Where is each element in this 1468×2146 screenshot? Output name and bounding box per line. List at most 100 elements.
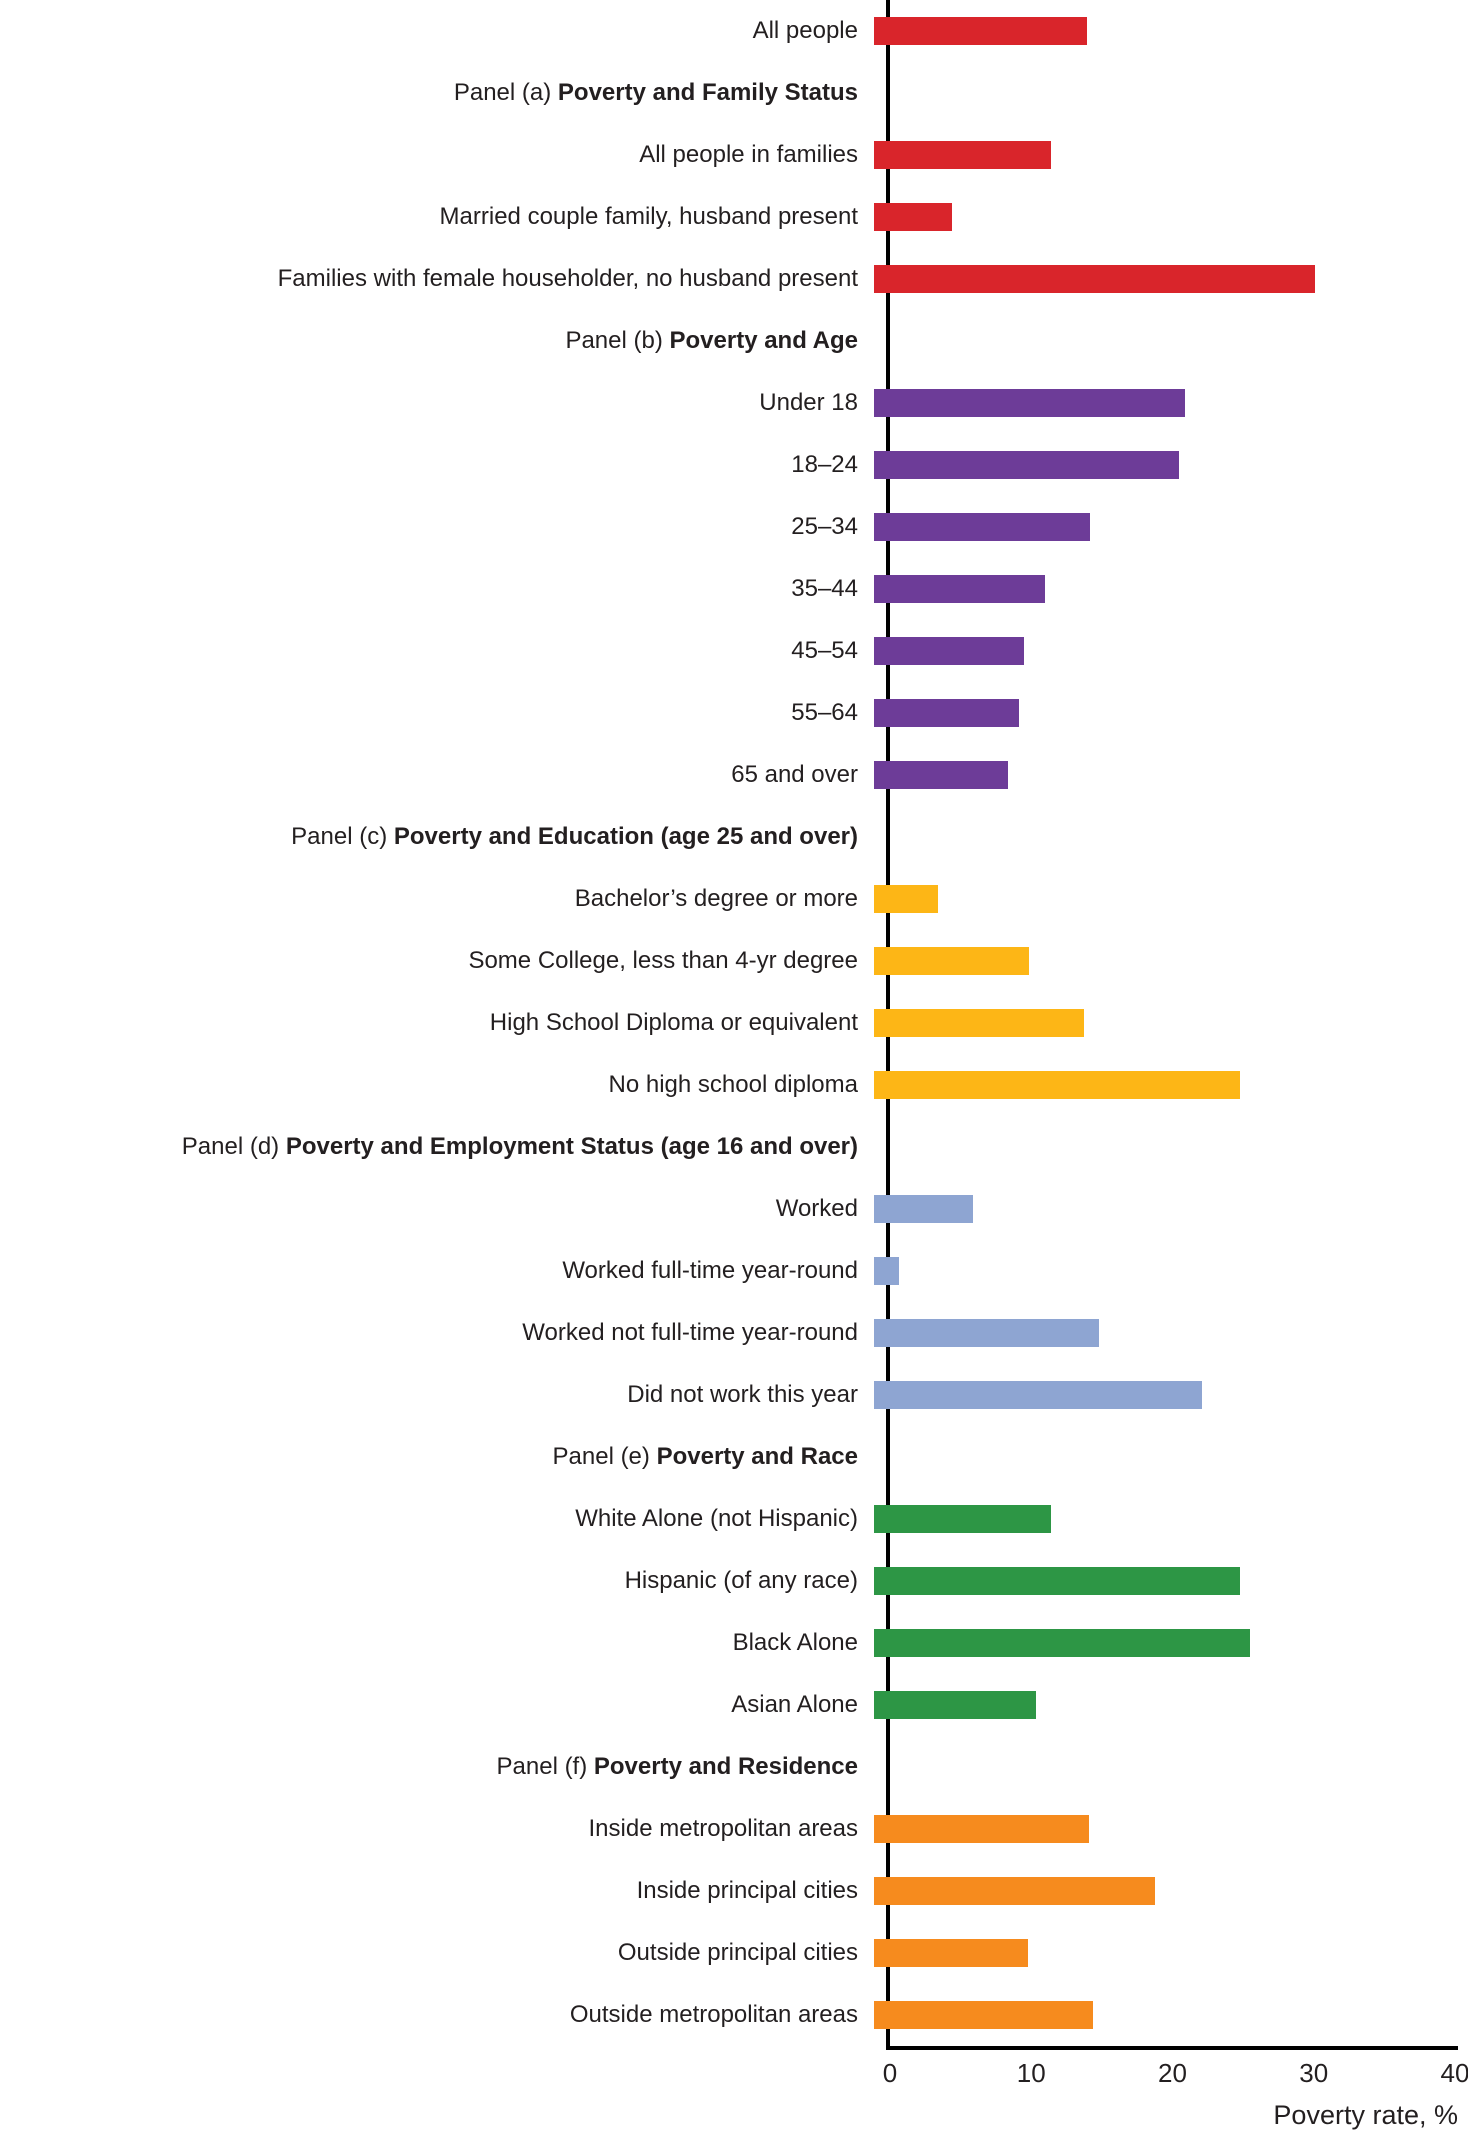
bar-row: White Alone (not Hispanic) [0,1488,1468,1550]
bar-track [874,682,1439,744]
bar-row: Worked not full-time year-round [0,1302,1468,1364]
bar [874,17,1088,45]
bar-track [874,1240,1439,1302]
row-label: 45–54 [791,636,858,664]
bar-row: Under 18 [0,372,1468,434]
row-label: Outside metropolitan areas [569,2000,858,2028]
panel-title: Poverty and Family Status [557,78,858,106]
x-tick-label: 40 [1440,2058,1468,2088]
bar-row: Inside metropolitan areas [0,1798,1468,1860]
bar-track [874,1736,1439,1798]
panel-prefix: Panel (d) [181,1132,286,1160]
row-label: 65 and over [731,760,858,788]
row-label: Worked full-time year-round [562,1256,858,1284]
panel-header-row: Panel (d) Poverty and Employment Status … [0,1116,1468,1178]
bar-track [874,930,1439,992]
row-label: Outside principal cities [617,1938,858,1966]
bar-track [874,310,1439,372]
bar-track [874,1054,1439,1116]
bar-track [874,1550,1439,1612]
row-label: Hispanic (of any race) [624,1566,858,1594]
bar-row: No high school diploma [0,1054,1468,1116]
row-label: 35–44 [791,574,858,602]
bar [874,389,1185,417]
bar [874,699,1020,727]
panel-title: Poverty and Residence [593,1752,858,1780]
bar-track [874,434,1439,496]
row-label: Worked [775,1194,858,1222]
row-label: Under 18 [759,388,858,416]
bar-row: All people in families [0,124,1468,186]
bar [874,1071,1240,1099]
bar-track [874,806,1439,868]
row-label: No high school diploma [608,1070,858,1098]
panel-prefix: Panel (e) [552,1442,657,1470]
bar-row: Hispanic (of any race) [0,1550,1468,1612]
bar-row: Some College, less than 4-yr degree [0,930,1468,992]
bar-track [874,1116,1439,1178]
bar-track [874,558,1439,620]
x-axis-label: Poverty rate, % [1273,2100,1458,2130]
bar [874,2001,1093,2029]
row-label: Inside principal cities [636,1876,858,1904]
row-label: Inside metropolitan areas [588,1814,858,1842]
row-label: All people [752,16,858,44]
bar-row: Black Alone [0,1612,1468,1674]
bar-row: Worked [0,1178,1468,1240]
chart-rows: All people Panel (a) Poverty and Family S… [0,16,1468,2046]
bar-row: 45–54 [0,620,1468,682]
bar-track [874,868,1439,930]
bar-track [874,496,1439,558]
bar [874,1567,1240,1595]
bar-row: 25–34 [0,496,1468,558]
panel-header: Panel (a) Poverty and Family Status [0,78,874,106]
row-label: Married couple family, husband present [439,202,858,230]
bar-track [874,1426,1439,1488]
bar [874,203,952,231]
panel-header-row: Panel (e) Poverty and Race [0,1426,1468,1488]
panel-header: Panel (f) Poverty and Residence [0,1752,874,1780]
bar-track [874,1364,1439,1426]
bar [874,141,1051,169]
bar [874,1877,1156,1905]
bar [874,1691,1037,1719]
bar [874,1381,1202,1409]
bar-track [874,1302,1439,1364]
panel-header-row: Panel (a) Poverty and Family Status [0,62,1468,124]
bar-row: Married couple family, husband present [0,186,1468,248]
panel-prefix: Panel (b) [565,326,670,354]
bar [874,1257,900,1285]
panel-header-row: Panel (c) Poverty and Education (age 25 … [0,806,1468,868]
bar-row: Asian Alone [0,1674,1468,1736]
bar-track [874,186,1439,248]
bar-track [874,1488,1439,1550]
bar-row: 55–64 [0,682,1468,744]
panel-prefix: Panel (c) [291,822,394,850]
x-tick-label: 0 [882,2058,898,2088]
bar-row: Families with female householder, no hus… [0,248,1468,310]
row-label: Worked not full-time year-round [522,1318,858,1346]
bar-track [874,1178,1439,1240]
bar [874,1939,1028,1967]
bar [874,1505,1051,1533]
bar [874,885,938,913]
bar [874,575,1045,603]
row-label: Did not work this year [627,1380,858,1408]
panel-prefix: Panel (a) [453,78,558,106]
bar-row: Outside metropolitan areas [0,1984,1468,2046]
panel-prefix: Panel (f) [496,1752,594,1780]
bar-track [874,248,1439,310]
bar-track [874,744,1439,806]
x-tick-label: 20 [1158,2058,1187,2088]
x-axis-line [886,2046,1458,2050]
row-label: Asian Alone [731,1690,858,1718]
row-label: All people in families [639,140,858,168]
panel-header: Panel (b) Poverty and Age [0,326,874,354]
panel-header: Panel (d) Poverty and Employment Status … [0,1132,874,1160]
panel-title: Poverty and Education (age 25 and over) [393,822,858,850]
bar [874,451,1180,479]
x-tick-label: 30 [1299,2058,1329,2088]
row-label: Some College, less than 4-yr degree [468,946,858,974]
row-label: 25–34 [791,512,858,540]
bar-row: 35–44 [0,558,1468,620]
